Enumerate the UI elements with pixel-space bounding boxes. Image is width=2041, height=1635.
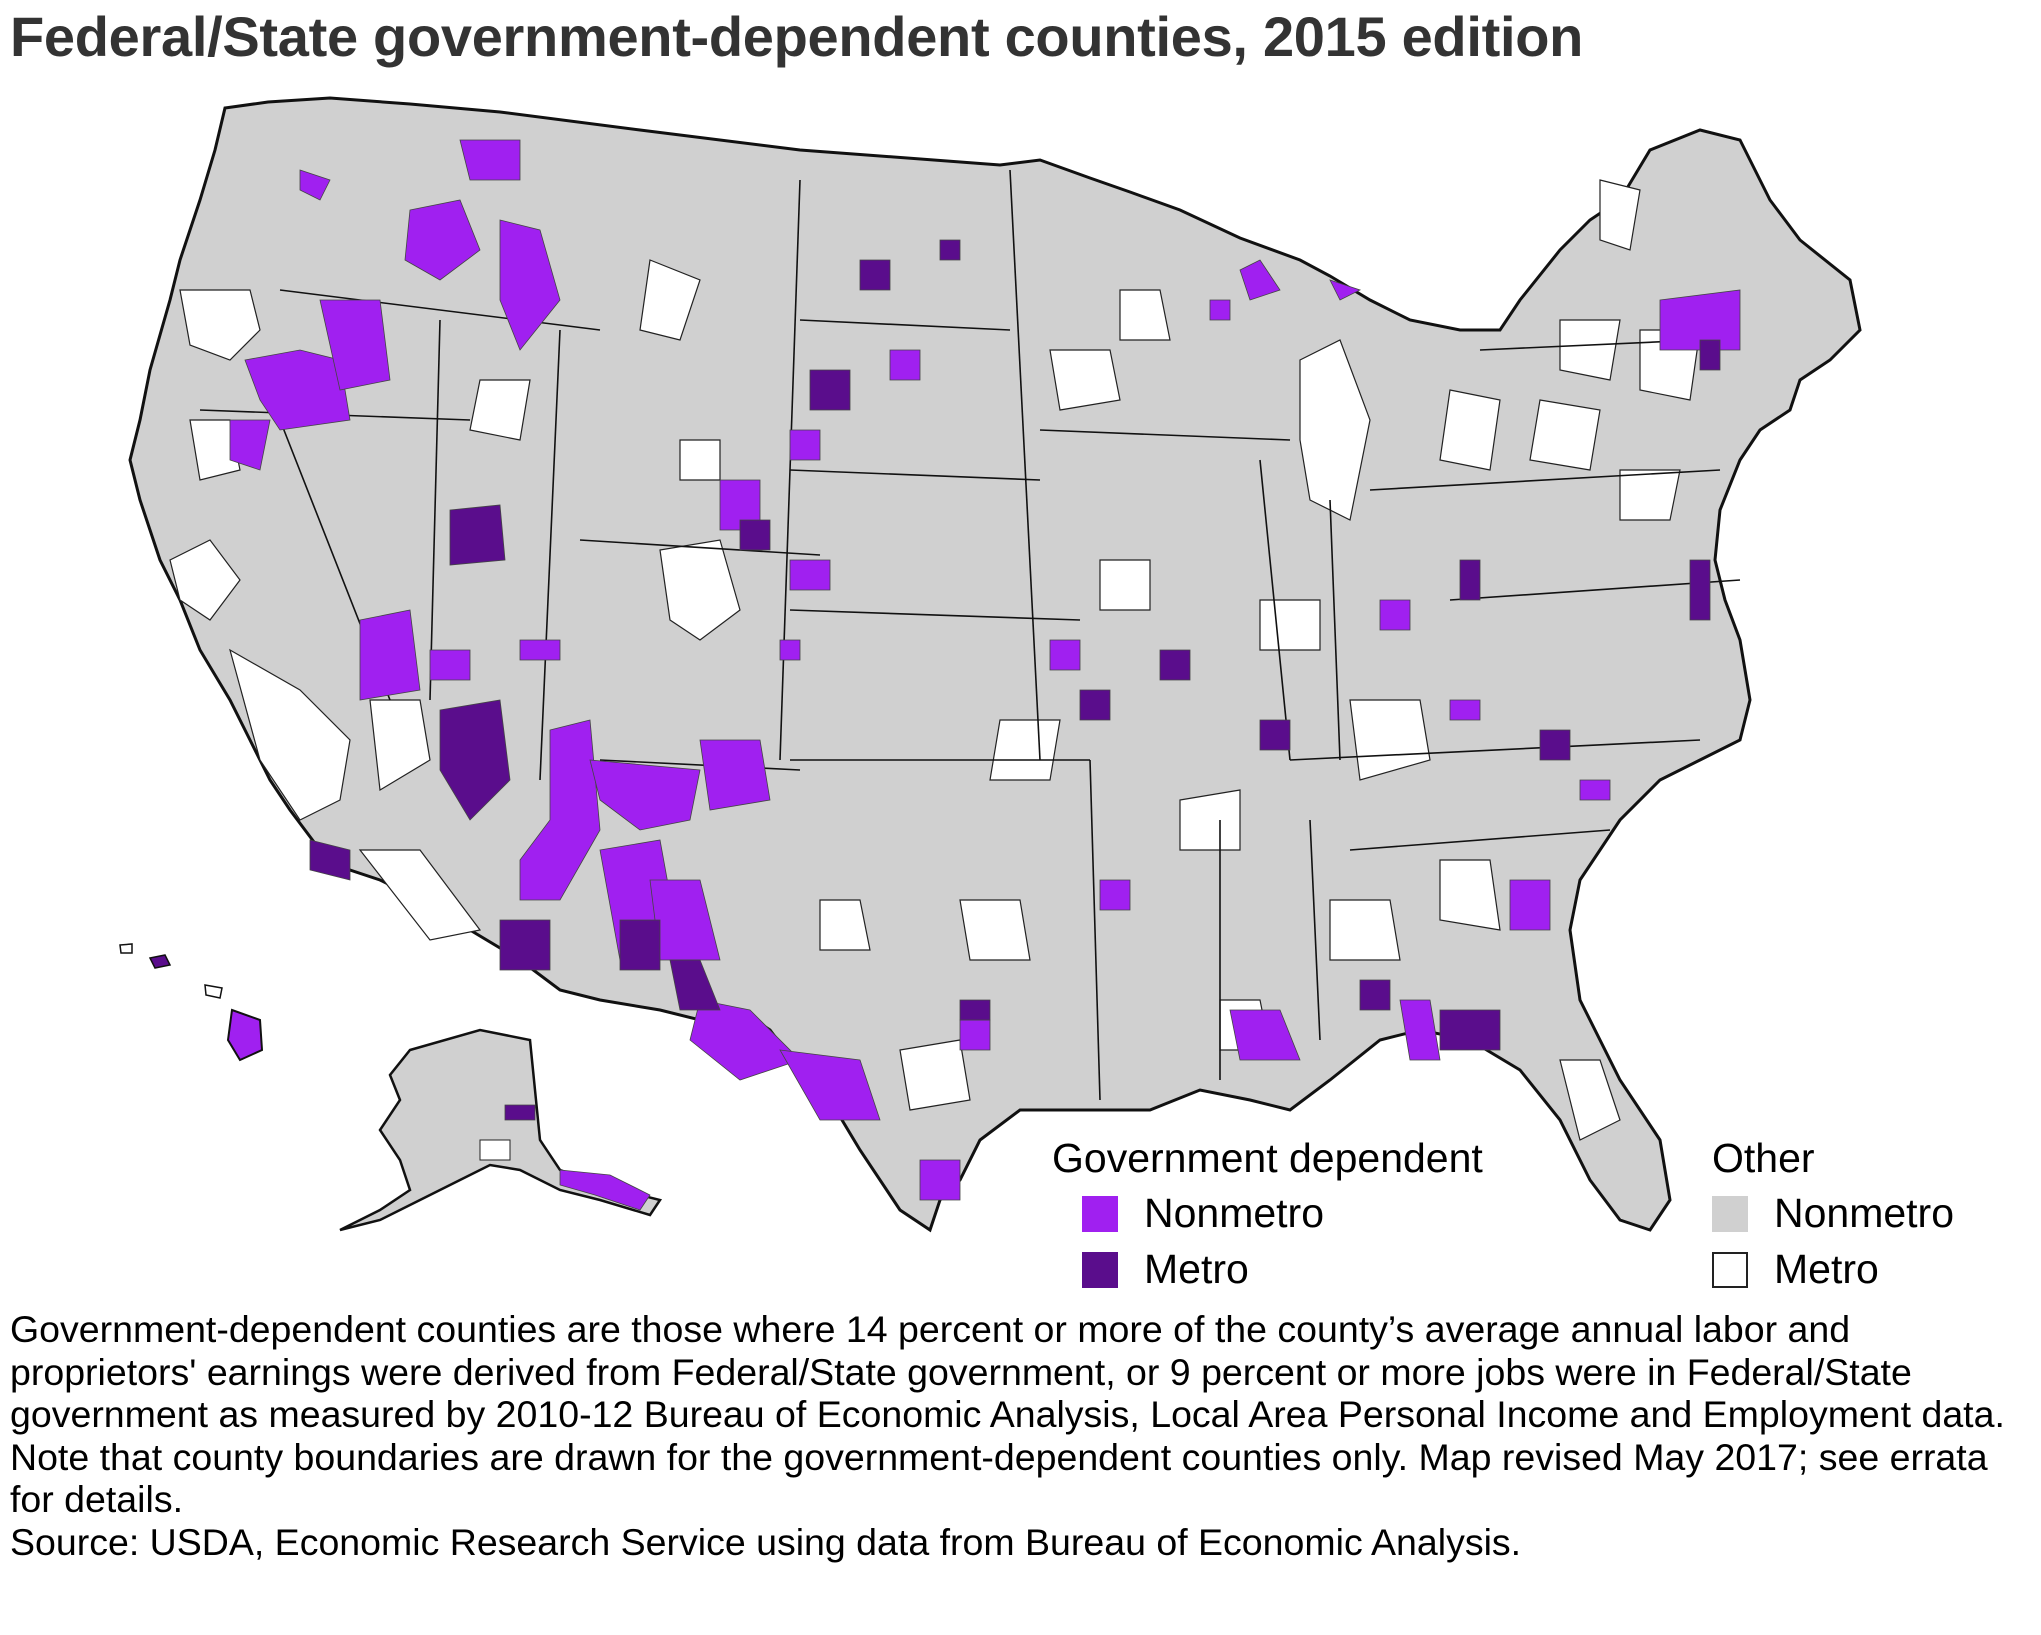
legend-swatch-gov-metro (1082, 1251, 1118, 1288)
legend-label-gov-nonmetro: Nonmetro (1144, 1190, 1325, 1236)
hawaii-big-island (226, 1008, 264, 1062)
legend-item-other-metro: Metro (1712, 1246, 1879, 1293)
hawaii (119, 943, 264, 1062)
hawaii-oahu (148, 954, 172, 969)
legend-swatch-gov-nonmetro (1082, 1195, 1118, 1232)
legend-label-other-nonmetro: Nonmetro (1774, 1190, 1955, 1236)
legend-item-gov-metro: Metro (1082, 1246, 1249, 1293)
map-title: Federal/State government-dependent count… (10, 5, 1584, 68)
legend-swatch-other-nonmetro (1712, 1195, 1748, 1232)
legend-label-gov-metro: Metro (1144, 1246, 1249, 1292)
us-county-map (119, 96, 1862, 1233)
legend-item-other-nonmetro: Nonmetro (1712, 1190, 1954, 1237)
hawaii-maui (204, 984, 223, 999)
legend-item-gov-nonmetro: Nonmetro (1082, 1190, 1324, 1237)
map-source: Source: USDA, Economic Research Service … (10, 1520, 1522, 1563)
metro-other-areas (169, 179, 1701, 1141)
legend-swatch-other-metro (1712, 1251, 1748, 1288)
gov-dependent-metro-counties (309, 239, 1721, 1051)
legend-heading-gov-dependent: Government dependent (1052, 1135, 1483, 1181)
alaska-metro-county (504, 1104, 536, 1121)
contiguous-us (128, 96, 1862, 1233)
legend-heading-other: Other (1712, 1135, 1815, 1181)
state-borders (199, 169, 1741, 1101)
alaska (339, 1028, 663, 1232)
alaska-panhandle-counties (559, 1169, 651, 1211)
map-note-text: Government-dependent counties are those … (10, 1308, 2005, 1520)
legend-label-other-metro: Metro (1774, 1246, 1879, 1292)
map-note: Government-dependent counties are those … (10, 1308, 2040, 1563)
hawaii-kauai (119, 943, 133, 954)
alaska-metro-area (479, 1139, 511, 1161)
